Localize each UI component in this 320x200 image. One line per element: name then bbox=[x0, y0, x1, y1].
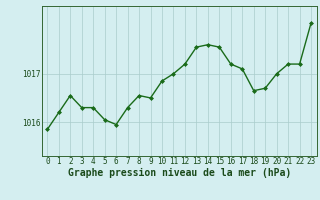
X-axis label: Graphe pression niveau de la mer (hPa): Graphe pression niveau de la mer (hPa) bbox=[68, 168, 291, 178]
